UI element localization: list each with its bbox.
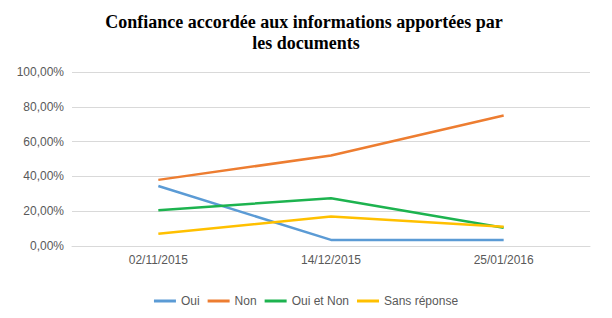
svg-text:14/12/2015: 14/12/2015 — [301, 253, 361, 267]
svg-text:Confiance accordée aux informa: Confiance accordée aux informations appo… — [105, 12, 507, 32]
svg-text:20,00%: 20,00% — [23, 204, 64, 218]
svg-text:Sans réponse: Sans réponse — [384, 294, 458, 308]
svg-text:40,00%: 40,00% — [23, 169, 64, 183]
svg-text:Oui et Non: Oui et Non — [292, 294, 349, 308]
svg-text:60,00%: 60,00% — [23, 135, 64, 149]
svg-text:25/01/2016: 25/01/2016 — [474, 253, 534, 267]
svg-text:0,00%: 0,00% — [30, 239, 64, 253]
svg-text:02/11/2015: 02/11/2015 — [129, 253, 188, 267]
svg-text:100,00%: 100,00% — [17, 65, 65, 79]
svg-text:Non: Non — [235, 294, 257, 308]
svg-text:80,00%: 80,00% — [23, 100, 64, 114]
svg-text:Oui: Oui — [181, 294, 200, 308]
svg-text:les documents: les documents — [252, 33, 360, 53]
